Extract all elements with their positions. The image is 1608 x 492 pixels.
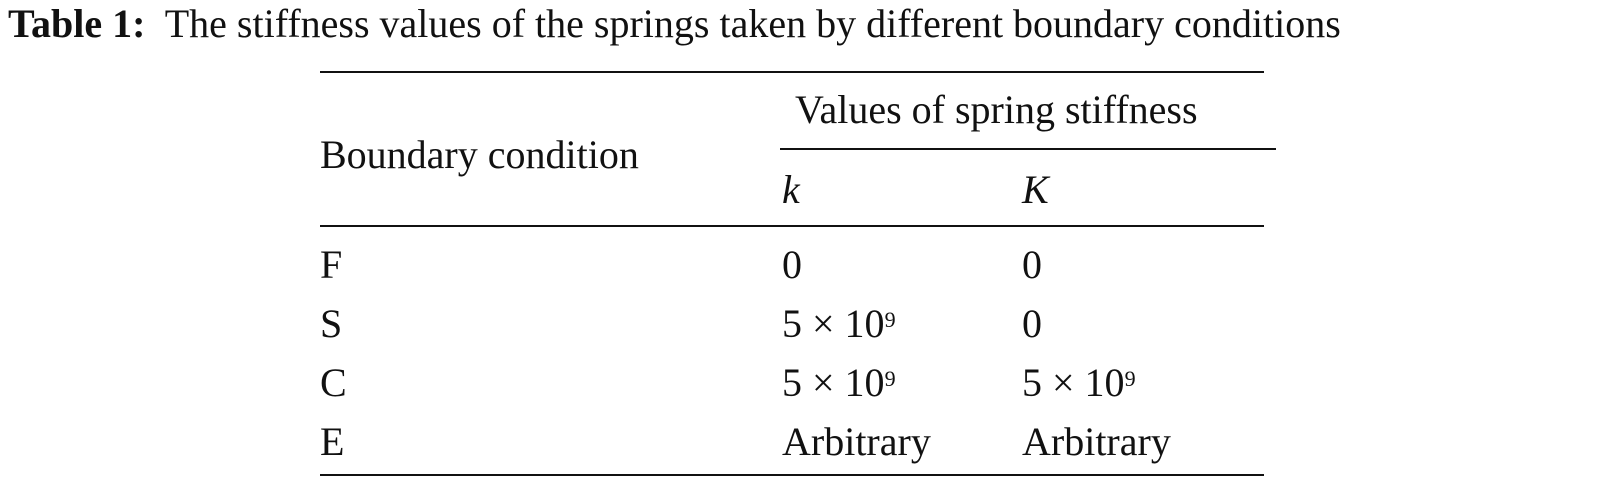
cell-K: 0	[1022, 301, 1042, 346]
header-k: k	[782, 168, 800, 212]
header-k-text: k	[782, 167, 800, 212]
cell-bc: E	[320, 419, 345, 464]
header-K-text: K	[1022, 167, 1049, 212]
caption-label: Table 1:	[8, 1, 146, 46]
header-spring-stiffness: Values of spring stiffness	[795, 87, 1198, 132]
cell-bc: F	[320, 242, 343, 287]
cell-bc: S	[320, 301, 343, 346]
cell-K: 5 × 109	[1022, 360, 1136, 405]
caption-text: The stiffness values of the springs take…	[164, 1, 1341, 46]
header-rule	[320, 225, 1264, 227]
cell-K: 0	[1022, 242, 1042, 287]
header-K: K	[1022, 168, 1049, 212]
cell-k: 0	[782, 242, 802, 287]
top-rule	[320, 71, 1264, 73]
cell-k: Arbitrary	[782, 419, 931, 464]
bottom-rule	[320, 474, 1264, 476]
cell-bc: C	[320, 360, 347, 405]
table-caption: Table 1: The stiffness values of the spr…	[8, 2, 1341, 46]
cell-K: Arbitrary	[1022, 419, 1171, 464]
cell-k: 5 × 109	[782, 360, 896, 405]
cell-k: 5 × 109	[782, 301, 896, 346]
group-rule	[780, 148, 1276, 150]
header-boundary-condition: Boundary condition	[320, 132, 639, 177]
